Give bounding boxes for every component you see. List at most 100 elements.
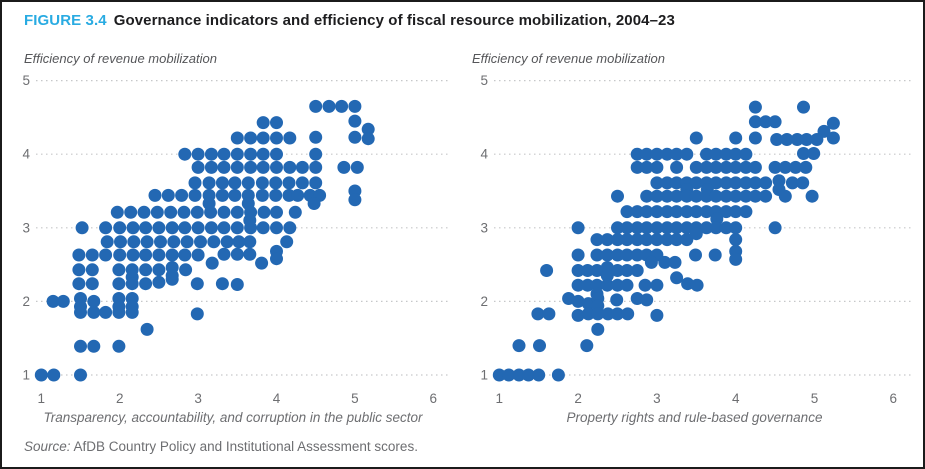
data-point: [148, 188, 162, 202]
data-point: [719, 160, 733, 174]
data-point: [87, 294, 101, 308]
data-point: [512, 368, 526, 382]
data-point: [270, 147, 283, 161]
data-point: [660, 147, 674, 161]
data-point: [215, 176, 229, 190]
right-chart-x-axis-title: Property rights and rule-based governanc…: [566, 410, 823, 425]
data-point: [630, 233, 644, 247]
data-point: [114, 235, 127, 249]
data-point: [256, 116, 270, 130]
data-point: [610, 293, 624, 307]
data-point: [800, 133, 814, 146]
data-point: [748, 189, 762, 203]
data-point: [768, 221, 782, 235]
data-point: [611, 221, 624, 235]
data-point: [180, 235, 194, 249]
data-point: [230, 221, 244, 235]
x-tick-label: 1: [38, 391, 46, 406]
data-point: [729, 131, 743, 145]
data-point: [759, 115, 773, 129]
data-point: [244, 147, 258, 161]
data-point: [112, 263, 126, 277]
data-point: [350, 160, 364, 174]
data-point: [137, 205, 151, 219]
data-point: [805, 189, 819, 203]
data-point: [322, 99, 336, 113]
data-point: [255, 188, 269, 202]
data-point: [620, 278, 634, 292]
data-point: [335, 99, 349, 113]
data-point: [207, 235, 221, 249]
data-point: [178, 147, 192, 161]
data-point: [165, 221, 179, 235]
data-point: [202, 176, 216, 190]
data-point: [179, 263, 193, 277]
data-point: [74, 339, 87, 353]
data-point: [739, 176, 753, 190]
data-point: [75, 221, 89, 235]
data-point: [140, 235, 154, 249]
data-point: [650, 189, 664, 203]
y-tick-label: 5: [480, 73, 488, 88]
data-point: [205, 256, 219, 270]
data-point: [640, 293, 654, 307]
data-point: [668, 255, 682, 269]
data-point: [241, 176, 255, 190]
data-point: [243, 213, 257, 227]
data-point: [217, 160, 231, 174]
data-point: [540, 264, 554, 277]
data-point: [256, 131, 270, 145]
data-point: [680, 205, 694, 219]
data-point: [571, 248, 585, 262]
data-point: [125, 277, 139, 291]
data-point: [590, 264, 604, 277]
data-point: [139, 221, 153, 235]
data-point: [660, 189, 674, 203]
data-point: [670, 271, 684, 285]
data-point: [796, 176, 810, 190]
data-point: [232, 235, 246, 249]
data-point: [72, 263, 86, 277]
data-point: [739, 147, 753, 161]
data-point: [139, 277, 153, 291]
data-point: [611, 189, 624, 203]
data-point: [621, 307, 635, 321]
data-point: [190, 277, 204, 291]
data-point: [230, 247, 244, 261]
data-point: [660, 233, 674, 247]
data-point: [620, 205, 634, 219]
x-tick-label: 4: [273, 391, 281, 406]
data-point: [154, 235, 167, 249]
data-point: [190, 205, 204, 219]
data-point: [709, 160, 723, 174]
data-point: [178, 248, 192, 262]
data-point: [748, 176, 762, 190]
y-tick-label: 2: [480, 294, 488, 309]
data-point: [581, 307, 595, 321]
data-point: [640, 189, 654, 203]
data-point: [99, 221, 113, 235]
left-chart-x-axis-title: Transparency, accountability, and corrup…: [43, 410, 423, 425]
data-point: [689, 131, 703, 145]
data-point: [689, 160, 703, 174]
data-point: [191, 147, 205, 161]
data-point: [177, 205, 191, 219]
data-point: [139, 248, 153, 262]
y-tick-label: 4: [480, 147, 488, 162]
data-point: [165, 248, 179, 262]
data-point: [295, 176, 309, 190]
data-point: [658, 255, 672, 269]
data-point: [650, 205, 664, 219]
data-point: [256, 221, 270, 235]
data-point: [269, 176, 283, 190]
data-point: [650, 176, 664, 190]
data-point: [739, 160, 753, 174]
data-point: [194, 235, 207, 249]
data-point: [748, 131, 762, 145]
x-tick-label: 3: [194, 391, 202, 406]
data-point: [228, 188, 242, 202]
data-point: [113, 221, 127, 235]
data-point: [152, 275, 166, 289]
x-tick-label: 5: [811, 391, 819, 406]
